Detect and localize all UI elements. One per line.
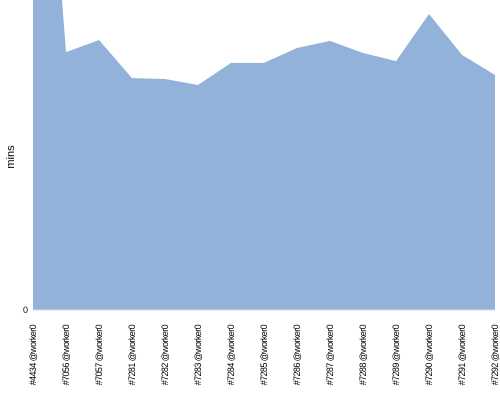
x-tick-label: #4434 @worker0 (28, 324, 38, 385)
x-tick-label: #7283 @worker0 (193, 324, 203, 385)
plot-area (33, 0, 495, 310)
x-tick-label: #7286 @worker0 (292, 324, 302, 385)
x-tick-label: #7056 @worker0 (61, 324, 71, 385)
y-axis-title: mins (5, 145, 17, 169)
x-tick-label: #7281 @worker0 (127, 324, 137, 385)
x-tick-label: #7289 @worker0 (391, 324, 401, 385)
x-tick-label: #7057 @worker0 (94, 324, 104, 385)
x-tick-label: #7284 @worker0 (226, 324, 236, 385)
x-tick-label: #7291 @worker0 (457, 324, 467, 385)
x-tick-label: #7287 @worker0 (325, 324, 335, 385)
y-tick-label: 0 (23, 305, 28, 315)
x-tick-label: #7285 @worker0 (259, 324, 269, 385)
x-tick-label: #7290 @worker0 (424, 324, 434, 385)
x-tick-label: #7288 @worker0 (358, 324, 368, 385)
area (33, 0, 495, 310)
x-tick-label: #7292 @worker0 (490, 324, 500, 385)
x-tick-label: #7282 @worker0 (160, 324, 170, 385)
